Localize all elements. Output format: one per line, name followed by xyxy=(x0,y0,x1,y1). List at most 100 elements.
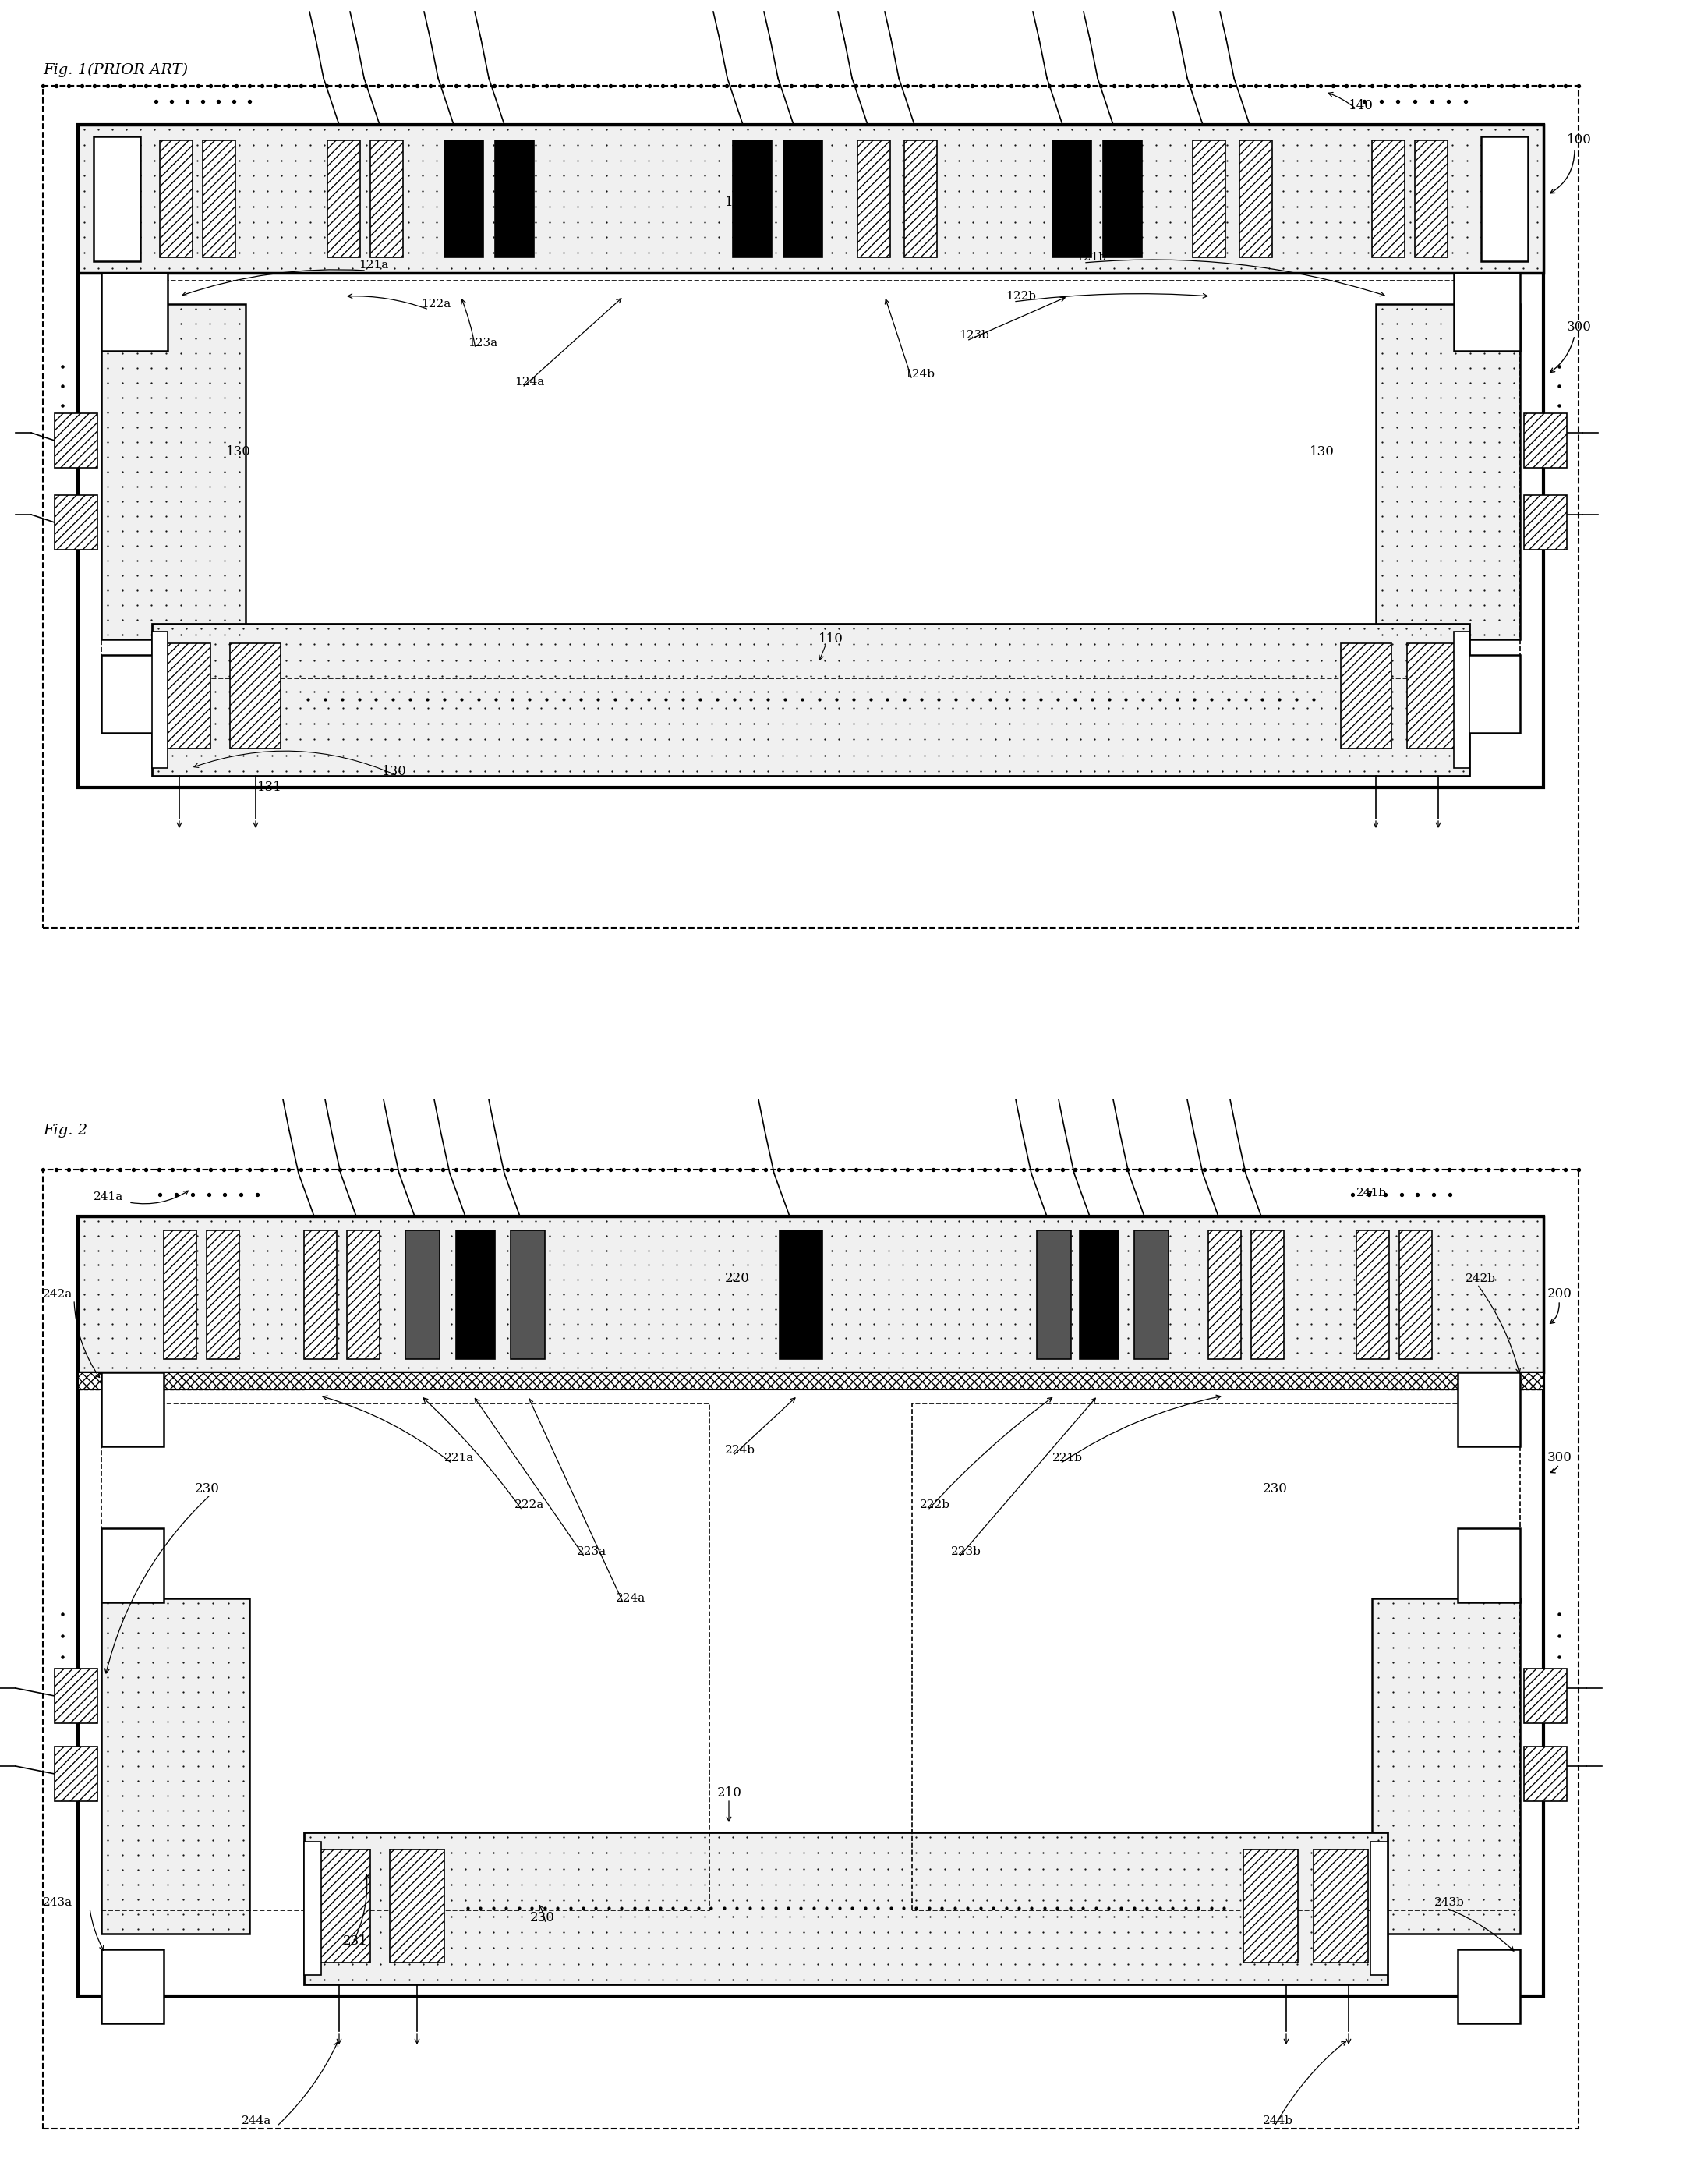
Point xyxy=(855,1153,882,1188)
Point xyxy=(67,1153,94,1188)
Point xyxy=(133,1153,160,1188)
Point xyxy=(1032,1891,1059,1926)
Point xyxy=(569,1891,596,1926)
Point xyxy=(1372,1153,1399,1188)
Point xyxy=(1075,68,1102,103)
Text: 223b: 223b xyxy=(951,1546,981,1557)
Bar xyxy=(1193,140,1225,258)
Point xyxy=(1419,83,1446,118)
Point xyxy=(1565,1153,1592,1188)
Point xyxy=(81,68,108,103)
Point xyxy=(1474,68,1501,103)
Point xyxy=(1163,681,1190,716)
Point xyxy=(921,1153,948,1188)
Point xyxy=(1192,68,1218,103)
Point xyxy=(481,1153,508,1188)
Point xyxy=(646,1891,673,1926)
Bar xyxy=(857,140,890,258)
Point xyxy=(195,1177,222,1212)
Text: 130: 130 xyxy=(1309,446,1335,459)
Point xyxy=(390,68,417,103)
Point xyxy=(1333,68,1360,103)
Text: 231: 231 xyxy=(343,1935,369,1948)
Point xyxy=(739,1153,766,1188)
Point xyxy=(660,1891,687,1926)
Point xyxy=(1217,1153,1244,1188)
Point xyxy=(456,68,483,103)
Bar xyxy=(1313,1850,1368,1963)
Point xyxy=(1037,68,1064,103)
Point xyxy=(1146,681,1173,716)
Point xyxy=(688,68,715,103)
Point xyxy=(1385,83,1412,118)
Text: 200: 200 xyxy=(1547,1289,1572,1302)
Point xyxy=(1139,1153,1166,1188)
Point xyxy=(49,1618,76,1653)
Bar xyxy=(231,644,281,749)
Point xyxy=(601,681,628,716)
Point xyxy=(1540,68,1567,103)
Point xyxy=(1424,1153,1451,1188)
Point xyxy=(1565,68,1592,103)
Point xyxy=(993,681,1020,716)
Point xyxy=(505,1891,532,1926)
Point xyxy=(197,68,224,103)
Point xyxy=(495,1153,522,1188)
Point xyxy=(968,1891,995,1926)
Point xyxy=(942,681,969,716)
Point xyxy=(94,1153,121,1188)
Bar xyxy=(77,1372,1543,1389)
Point xyxy=(1351,83,1378,118)
Bar xyxy=(510,1230,545,1358)
Point xyxy=(1018,1891,1045,1926)
Point xyxy=(456,1153,483,1188)
Point xyxy=(493,1891,520,1926)
Text: 222b: 222b xyxy=(921,1500,951,1511)
Bar xyxy=(444,140,483,258)
Point xyxy=(1545,1640,1572,1675)
Point xyxy=(727,1153,754,1188)
Point xyxy=(94,68,121,103)
Point xyxy=(397,681,424,716)
Point xyxy=(816,68,843,103)
Point xyxy=(1488,1153,1515,1188)
Point xyxy=(244,1177,271,1212)
Point xyxy=(650,1153,677,1188)
Point xyxy=(327,68,353,103)
Point xyxy=(687,681,714,716)
Point xyxy=(249,1153,276,1188)
Point xyxy=(762,1891,789,1926)
Point xyxy=(735,1891,762,1926)
Point xyxy=(1126,68,1153,103)
Point xyxy=(894,68,921,103)
Point xyxy=(754,681,781,716)
Point xyxy=(119,1153,146,1188)
Bar xyxy=(1454,273,1520,352)
Point xyxy=(345,681,372,716)
Point xyxy=(584,1153,611,1188)
Point xyxy=(311,681,338,716)
Point xyxy=(517,681,544,716)
Point xyxy=(1513,68,1540,103)
Point xyxy=(700,68,727,103)
Point xyxy=(791,68,818,103)
Point xyxy=(1062,681,1089,716)
Point xyxy=(1096,1891,1123,1926)
Bar xyxy=(912,1404,1520,1911)
Point xyxy=(954,1891,981,1926)
Text: 300: 300 xyxy=(1567,321,1592,334)
Point xyxy=(1133,1891,1160,1926)
Bar xyxy=(101,1372,163,1446)
Point xyxy=(813,1891,840,1926)
Point xyxy=(1181,681,1208,716)
Point xyxy=(727,68,754,103)
Point xyxy=(868,1153,895,1188)
Point xyxy=(1545,389,1572,424)
Point xyxy=(49,389,76,424)
Point xyxy=(608,1891,634,1926)
Point xyxy=(274,1153,301,1188)
Point xyxy=(1198,681,1225,716)
Point xyxy=(173,83,200,118)
Text: 124a: 124a xyxy=(515,376,544,387)
Point xyxy=(49,1640,76,1675)
